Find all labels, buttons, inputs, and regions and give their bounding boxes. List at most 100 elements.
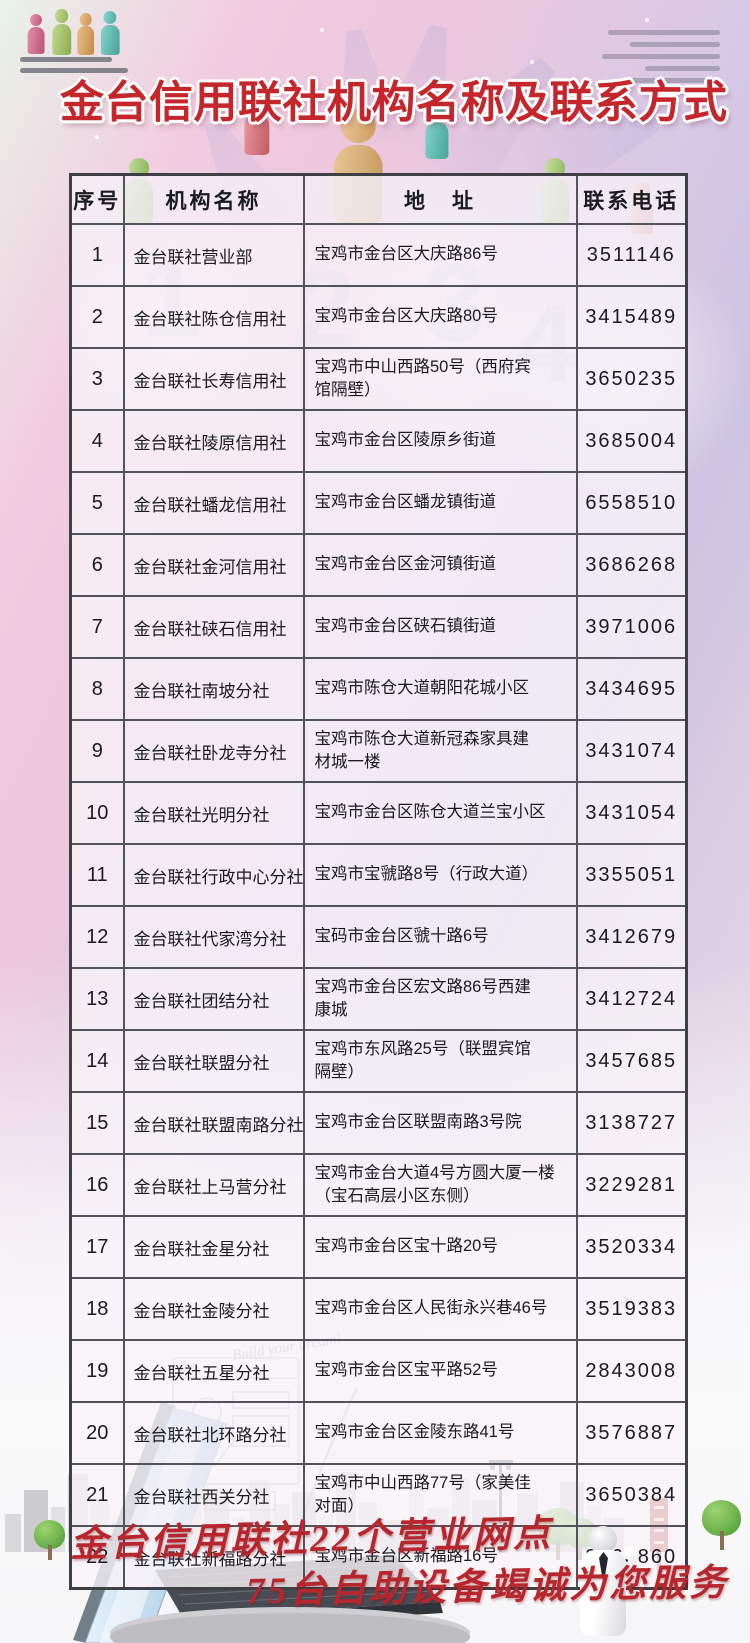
institution-name-cell: 金台联社金河信用社 (122, 533, 305, 597)
address-cell: 宝鸡市金台区大庆路80号 (302, 285, 578, 349)
address-cell: 宝鸡市金台区宝平路52号 (302, 1339, 578, 1403)
table-row: 17 金台联社金星分社 宝鸡市金台区宝十路20号 3520334 (69, 1215, 688, 1279)
people-icon (424, 104, 449, 159)
institution-name-cell: 金台联社陈仓信用社 (122, 285, 305, 349)
phone-cell: 2843008 (575, 1339, 688, 1403)
sparkle-dot (530, 60, 534, 64)
institution-name-cell: 金台联社北环路分社 (122, 1401, 305, 1465)
address-cell: 宝鸡市陈仓大道朝阳花城小区 (302, 657, 578, 721)
row-index-cell: 6 (69, 533, 125, 597)
decorative-lines (600, 30, 720, 102)
phone-cell: 3576887 (575, 1401, 688, 1465)
phone-cell: 3971006 (575, 595, 688, 659)
address-cell: 宝鸡市金台大道4号方圆大厦一楼 （宝石高层小区东侧） (302, 1153, 578, 1217)
address-cell: 宝鸡市宝虢路8号（行政大道） (302, 843, 578, 907)
footer-slogan-line2: 75台自助设备竭诚为您服务 (245, 1562, 730, 1613)
row-index-cell: 1 (69, 223, 125, 287)
table-row: 16 金台联社上马营分社 宝鸡市金台大道4号方圆大厦一楼 （宝石高层小区东侧） … (69, 1153, 688, 1217)
tie-icon (599, 1552, 608, 1582)
row-index-cell: 21 (69, 1463, 125, 1527)
column-header-index: 序号 (69, 173, 125, 225)
people-icon (27, 14, 45, 54)
phone-cell: 3355051 (575, 843, 688, 907)
building-silhouette (5, 1514, 21, 1552)
table-row: 21 金台联社西关分社 宝鸡市中山西路77号（家美佳 对面） 3650384 (69, 1463, 688, 1527)
sparkle-dot (700, 115, 704, 119)
table-row: 14 金台联社联盟分社 宝鸡市东风路25号（联盟宾馆 隔壁） 3457685 (69, 1029, 688, 1093)
row-index-cell: 7 (69, 595, 125, 659)
mascot-body (580, 1546, 641, 1636)
page-title: 金台信用联社机构名称及联系方式 (60, 78, 728, 127)
row-index-cell: 8 (69, 657, 125, 721)
phone-cell: 3520334 (575, 1215, 688, 1279)
institution-name-cell: 金台联社金星分社 (122, 1215, 305, 1279)
address-cell: 宝鸡市金台区金陵东路41号 (302, 1401, 578, 1465)
row-index-cell: 14 (69, 1029, 125, 1093)
table-row: 19 金台联社五星分社 宝鸡市金台区宝平路52号 2843008 (69, 1339, 688, 1403)
phone-cell: 3519383 (575, 1277, 688, 1341)
institution-name-cell: 金台联社蟠龙信用社 (122, 471, 305, 535)
institution-name-cell: 金台联社五星分社 (122, 1339, 305, 1403)
table-row: 15 金台联社联盟南路分社 宝鸡市金台区联盟南路3号院 3138727 (69, 1091, 688, 1155)
table-row: 12 金台联社代家湾分社 宝码市金台区虢十路6号 3412679 (69, 905, 688, 969)
address-cell: 宝鸡市金台区宏文路86号西建 康城 (302, 967, 578, 1031)
contact-table: 序号 机构名称 地 址 联系电话 1 金台联社营业部 宝鸡市金台区大庆路86号 … (69, 173, 688, 1590)
table-row: 7 金台联社硖石信用社 宝鸡市金台区硖石镇街道 3971006 (69, 595, 688, 659)
row-index-cell: 17 (69, 1215, 125, 1279)
address-cell: 宝鸡市金台区蟠龙镇街道 (302, 471, 578, 535)
phone-cell: 6558510 (575, 471, 688, 535)
phone-cell: 3431054 (575, 781, 688, 845)
address-cell: 宝鸡市金台区陵原乡街道 (302, 409, 578, 473)
table-row: 3 金台联社长寿信用社 宝鸡市中山西路50号（西府宾 馆隔壁） 3650235 (69, 347, 688, 411)
table-row: 8 金台联社南坡分社 宝鸡市陈仓大道朝阳花城小区 3434695 (69, 657, 688, 721)
address-cell: 宝鸡市金台区金河镇街道 (302, 533, 578, 597)
address-cell: 宝鸡市金台区联盟南路3号院 (302, 1091, 578, 1155)
people-icon (100, 11, 120, 55)
institution-name-cell: 金台联社行政中心分社 (122, 843, 305, 907)
institution-name-cell: 金台联社硖石信用社 (122, 595, 305, 659)
institution-name-cell: 金台联社南坡分社 (122, 657, 305, 721)
table-row: 4 金台联社陵原信用社 宝鸡市金台区陵原乡街道 3685004 (69, 409, 688, 473)
institution-name-cell: 金台联社团结分社 (122, 967, 305, 1031)
table-row: 18 金台联社金陵分社 宝鸡市金台区人民街永兴巷46号 3519383 (69, 1277, 688, 1341)
address-cell: 宝鸡市金台区宝十路20号 (302, 1215, 578, 1279)
address-cell: 宝鸡市金台区新福路16号 (302, 1525, 578, 1590)
mascot-figure (574, 1526, 641, 1636)
institution-name-cell: 金台联社金陵分社 (122, 1277, 305, 1341)
people-icon (243, 95, 271, 155)
phone-cell: 3412724 (575, 967, 688, 1031)
row-index-cell: 9 (69, 719, 125, 783)
table-row: 6 金台联社金河信用社 宝鸡市金台区金河镇街道 3686268 (69, 533, 688, 597)
sparkle-dot (420, 90, 424, 94)
phone-cell: 3650235 (575, 347, 688, 411)
row-index-cell: 20 (69, 1401, 125, 1465)
phone-cell: 3412679 (575, 905, 688, 969)
address-cell: 宝鸡市金台区陈仓大道兰宝小区 (302, 781, 578, 845)
institution-name-cell: 金台联社陵原信用社 (122, 409, 305, 473)
row-index-cell: 5 (69, 471, 125, 535)
row-index-cell: 2 (69, 285, 125, 349)
column-header-address: 地 址 (302, 173, 578, 225)
row-index-cell: 15 (69, 1091, 125, 1155)
phone-cell: 3686268 (575, 533, 688, 597)
sparkle-dot (320, 28, 324, 32)
institution-name-cell: 金台联社代家湾分社 (122, 905, 305, 969)
row-index-cell: 10 (69, 781, 125, 845)
address-cell: 宝鸡市金台区人民街永兴巷46号 (302, 1277, 578, 1341)
address-cell: 宝鸡市东风路25号（联盟宾馆 隔壁） (302, 1029, 578, 1093)
institution-name-cell: 金台联社新福路分社 (122, 1525, 305, 1590)
table-row: 2 金台联社陈仓信用社 宝鸡市金台区大庆路80号 3415489 (69, 285, 688, 349)
people-icon (76, 13, 95, 55)
table-row: 20 金台联社北环路分社 宝鸡市金台区金陵东路41号 3576887 (69, 1401, 688, 1465)
sparkle-dot (95, 135, 99, 139)
table-row: 10 金台联社光明分社 宝鸡市金台区陈仓大道兰宝小区 3431054 (69, 781, 688, 845)
row-index-cell: 4 (69, 409, 125, 473)
address-cell: 宝鸡市金台区大庆路86号 (302, 223, 578, 287)
row-index-cell: 19 (69, 1339, 125, 1403)
institution-name-cell: 金台联社联盟南路分社 (122, 1091, 305, 1155)
mascot-head (589, 1526, 617, 1554)
phone-cell: 3415489 (575, 285, 688, 349)
institution-name-cell: 金台联社营业部 (122, 223, 305, 287)
row-index-cell: 13 (69, 967, 125, 1031)
